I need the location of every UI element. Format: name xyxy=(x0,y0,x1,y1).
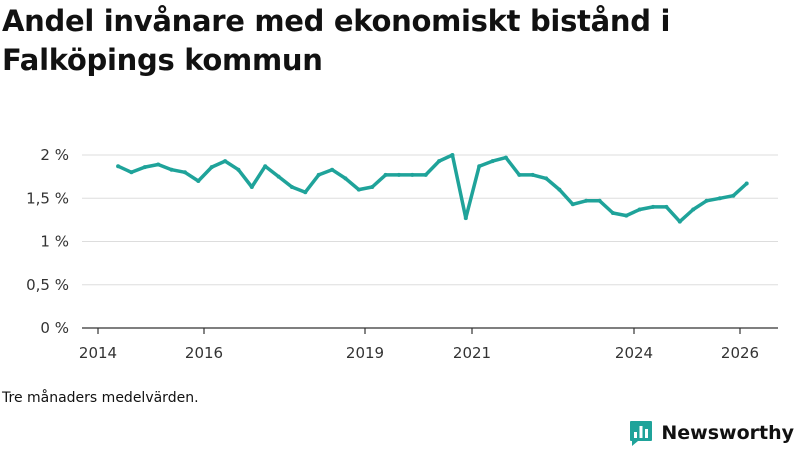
series-layer xyxy=(116,153,749,224)
data-point xyxy=(410,172,415,177)
data-point xyxy=(236,167,241,172)
y-tick-label: 2 % xyxy=(40,146,69,164)
data-point xyxy=(142,165,147,170)
x-tick-label: 2016 xyxy=(185,344,223,362)
data-point xyxy=(651,204,656,209)
chart-title: Andel invånare med ekonomiskt bistånd i … xyxy=(2,4,671,77)
data-point xyxy=(303,190,308,195)
data-point xyxy=(263,164,268,169)
data-point xyxy=(637,207,642,212)
brand-logo: Newsworthy xyxy=(629,420,794,446)
data-point xyxy=(477,164,482,169)
data-point xyxy=(691,207,696,212)
data-point xyxy=(717,196,722,201)
y-tick-label: 0 % xyxy=(40,319,69,337)
data-point xyxy=(223,159,228,164)
data-point xyxy=(704,198,709,203)
x-tick-label: 2024 xyxy=(615,344,653,362)
data-point xyxy=(156,162,161,167)
y-tick-label: 0,5 % xyxy=(26,276,69,294)
x-tick-label: 2014 xyxy=(79,344,117,362)
x-tick-label: 2026 xyxy=(721,344,759,362)
data-point xyxy=(316,172,321,177)
data-point xyxy=(116,164,121,169)
data-point xyxy=(249,185,254,189)
data-point xyxy=(490,159,495,164)
data-point xyxy=(664,204,669,209)
data-point xyxy=(517,172,522,177)
data-point xyxy=(129,170,134,175)
footnote: Tre månaders medelvärden. xyxy=(2,390,199,406)
data-point xyxy=(169,167,174,172)
x-axis: 2014 2016 2019 2021 2024 2026 xyxy=(79,327,778,362)
data-point xyxy=(557,187,562,192)
series-line-0 xyxy=(116,153,749,224)
data-point xyxy=(584,198,589,203)
x-tick-label: 2021 xyxy=(453,344,491,362)
data-point xyxy=(544,176,549,181)
data-point xyxy=(289,185,294,189)
data-point xyxy=(182,170,187,175)
brand-name: Newsworthy xyxy=(661,422,794,444)
data-point xyxy=(530,172,535,177)
data-point xyxy=(330,167,335,172)
data-point xyxy=(209,165,214,170)
data-point xyxy=(677,219,682,224)
data-point xyxy=(196,179,201,183)
data-point xyxy=(396,172,401,177)
gridlines xyxy=(82,154,778,286)
data-point xyxy=(343,176,348,181)
data-point xyxy=(437,159,442,164)
data-point xyxy=(356,187,361,192)
data-point xyxy=(624,213,629,218)
data-point xyxy=(731,193,736,198)
data-point xyxy=(450,153,455,157)
y-axis-labels: 0 % 0,5 % 1 % 1,5 % 2 % xyxy=(26,146,69,337)
data-point xyxy=(610,211,615,215)
x-tick-label: 2019 xyxy=(346,344,384,362)
data-point xyxy=(570,202,575,207)
y-tick-label: 1 % xyxy=(40,233,69,251)
data-point xyxy=(744,181,749,186)
data-point xyxy=(383,172,388,177)
data-point xyxy=(503,155,508,160)
newsworthy-logo-icon xyxy=(630,421,653,446)
data-point xyxy=(463,216,468,221)
data-point xyxy=(597,198,602,203)
data-point xyxy=(423,172,428,177)
y-tick-label: 1,5 % xyxy=(26,189,69,207)
data-point xyxy=(276,174,281,179)
data-point xyxy=(370,185,375,189)
